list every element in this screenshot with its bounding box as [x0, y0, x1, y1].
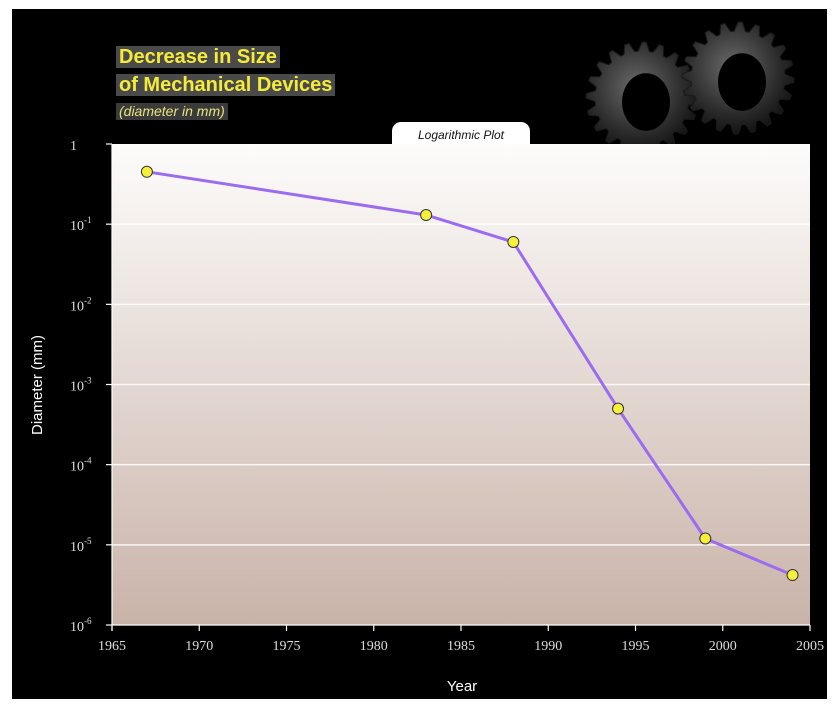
y-axis-title: Diameter (mm): [29, 335, 46, 435]
gears-icon: [585, 21, 795, 146]
chart-title-line1: Decrease in Size: [116, 46, 280, 68]
x-tick-label: 1980: [360, 639, 388, 654]
gear-left-icon: [585, 41, 699, 146]
series-line: [146, 170, 794, 577]
plot-type-tab: Logarithmic Plot: [392, 122, 530, 146]
gear-hole: [718, 53, 766, 111]
y-tick-label: 10-6: [70, 616, 92, 635]
x-tick-label: 1990: [534, 639, 562, 654]
data-point: [507, 235, 520, 248]
x-tick-label: 1985: [447, 639, 475, 654]
gear-hole: [622, 73, 670, 131]
y-tick-label: 10-4: [70, 456, 92, 475]
data-point: [140, 165, 153, 178]
chart-title-line2: of Mechanical Devices: [116, 74, 336, 96]
x-axis-title: Year: [447, 678, 477, 695]
grid-lines: [112, 223, 810, 546]
y-tick-label: 10-2: [70, 295, 92, 314]
x-tick-label: 2005: [796, 639, 824, 654]
x-tick-label: 1965: [98, 639, 126, 654]
data-point: [699, 532, 712, 545]
data-point: [420, 209, 433, 222]
x-tick-label: 1975: [273, 639, 301, 654]
x-tick-labels: 1965 1970 1975 1980 1985 1990 1995 2000 2005: [98, 639, 824, 654]
x-tick-label: 1995: [622, 639, 650, 654]
data-point: [786, 569, 799, 582]
gear-right-icon: [681, 21, 795, 135]
y-tick-labels: 1 10-1 10-2 10-3 10-4 10-5 10-6: [70, 139, 92, 635]
y-tick-label: 1: [70, 139, 77, 154]
y-tick-label: 10-5: [70, 536, 92, 555]
data-points: [140, 165, 799, 582]
chart-subtitle: (diameter in mm): [116, 103, 228, 120]
axes: [106, 143, 811, 631]
plot-type-label: Logarithmic Plot: [417, 128, 505, 142]
y-tick-label: 10-3: [70, 376, 92, 395]
data-point: [612, 402, 625, 415]
x-tick-label: 1970: [185, 639, 213, 654]
x-tick-label: 2000: [709, 639, 737, 654]
y-tick-label: 10-1: [70, 215, 92, 234]
